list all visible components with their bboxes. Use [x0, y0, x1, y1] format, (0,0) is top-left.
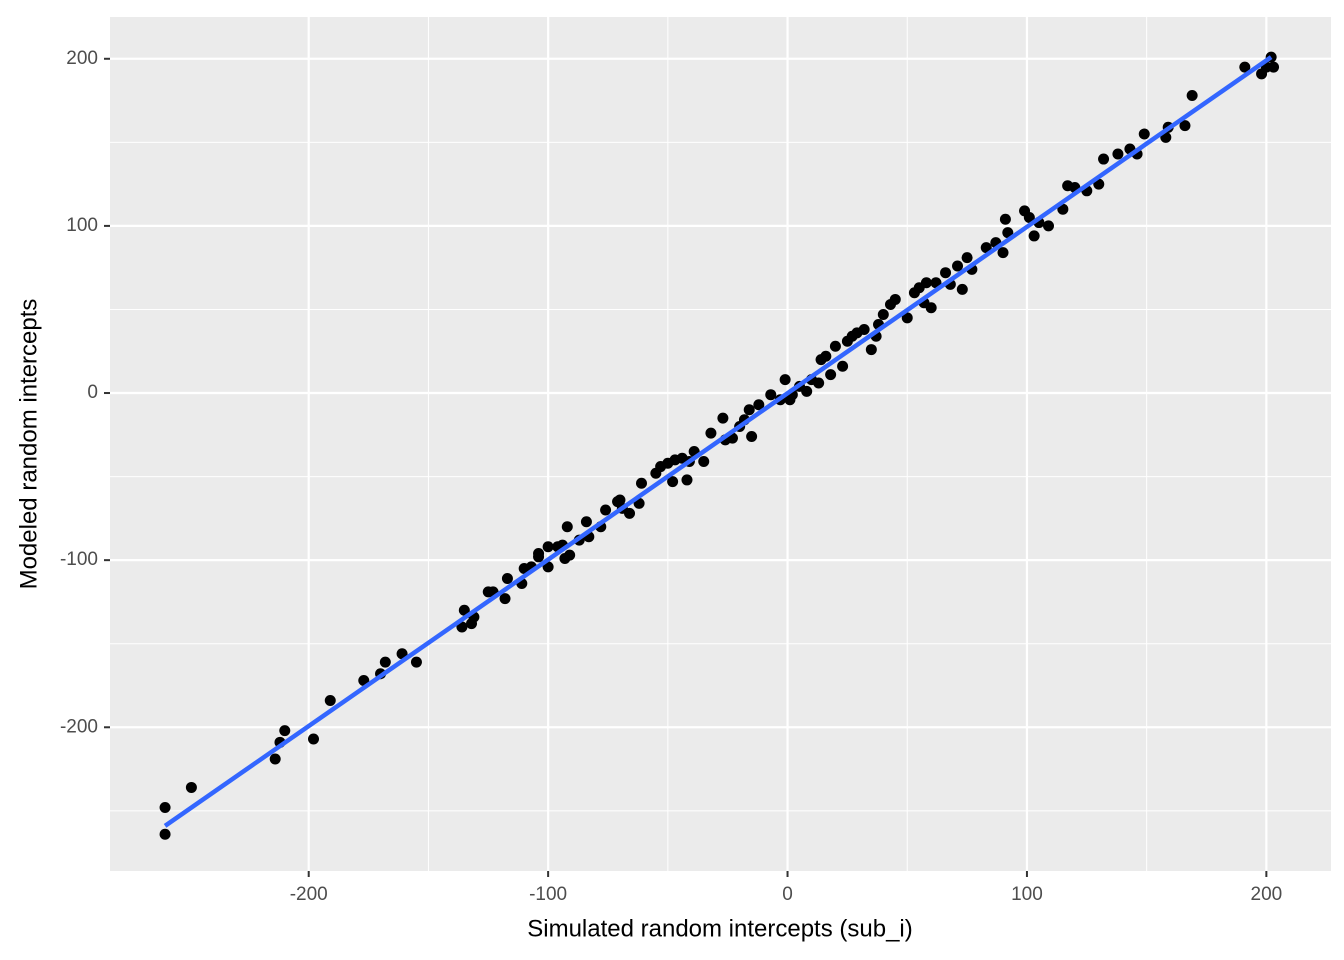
- point: [813, 377, 825, 389]
- y-tick-label: -100: [60, 549, 98, 570]
- point: [877, 308, 889, 320]
- point: [829, 340, 841, 352]
- point: [269, 753, 281, 765]
- point: [717, 412, 729, 424]
- x-tick-label: -200: [290, 884, 328, 905]
- point: [952, 260, 964, 272]
- point: [410, 656, 422, 668]
- point: [820, 350, 832, 362]
- point: [858, 324, 870, 336]
- point: [624, 507, 636, 519]
- point: [997, 247, 1009, 259]
- point: [865, 344, 877, 356]
- point: [635, 477, 647, 489]
- point: [501, 573, 513, 585]
- point: [499, 593, 511, 605]
- fit-line: [163, 55, 1273, 828]
- point: [667, 476, 679, 488]
- point: [185, 781, 197, 793]
- point: [1042, 220, 1054, 232]
- point: [753, 399, 765, 411]
- point: [1239, 61, 1251, 73]
- point: [600, 504, 612, 516]
- point: [765, 389, 777, 401]
- point: [1186, 90, 1198, 102]
- point: [1023, 212, 1035, 224]
- point: [779, 374, 791, 386]
- point: [1268, 61, 1280, 73]
- point: [743, 404, 755, 416]
- point: [999, 213, 1011, 225]
- y-tick-label: -200: [60, 716, 98, 737]
- point: [159, 801, 171, 813]
- point: [705, 427, 717, 439]
- x-tick-label: 0: [782, 884, 793, 905]
- point: [324, 695, 336, 707]
- point: [564, 549, 576, 561]
- y-axis-title: Modeled random intercepts: [15, 299, 42, 590]
- point: [940, 267, 952, 279]
- point: [159, 828, 171, 840]
- point: [1028, 230, 1040, 242]
- point: [279, 725, 291, 737]
- point: [925, 302, 937, 314]
- y-tick-label: 200: [66, 48, 98, 69]
- point: [458, 604, 470, 616]
- point: [681, 474, 693, 486]
- x-tick-label: 100: [1011, 884, 1043, 905]
- point: [837, 360, 849, 372]
- point: [746, 430, 758, 442]
- point: [1138, 128, 1150, 140]
- point: [1002, 227, 1014, 239]
- point: [561, 521, 573, 533]
- point: [533, 547, 545, 559]
- point: [1179, 120, 1191, 132]
- point: [1112, 148, 1124, 160]
- point: [889, 293, 901, 305]
- point: [901, 312, 913, 324]
- point: [308, 733, 319, 745]
- point: [956, 283, 968, 295]
- point: [542, 541, 554, 553]
- point: [379, 656, 391, 668]
- point: [698, 456, 710, 468]
- point: [614, 494, 626, 506]
- point: [580, 516, 592, 528]
- x-axis-title: Simulated random intercepts (sub_i): [527, 915, 913, 942]
- point: [456, 621, 468, 633]
- y-tick-label: 0: [87, 382, 98, 403]
- point: [961, 252, 973, 264]
- y-tick-label: 100: [66, 215, 98, 236]
- point: [801, 385, 813, 397]
- point: [1098, 153, 1110, 165]
- x-tick-label: 200: [1251, 884, 1283, 905]
- x-tick-label: -100: [529, 884, 567, 905]
- point: [980, 242, 992, 254]
- point: [920, 277, 932, 289]
- point: [825, 369, 837, 381]
